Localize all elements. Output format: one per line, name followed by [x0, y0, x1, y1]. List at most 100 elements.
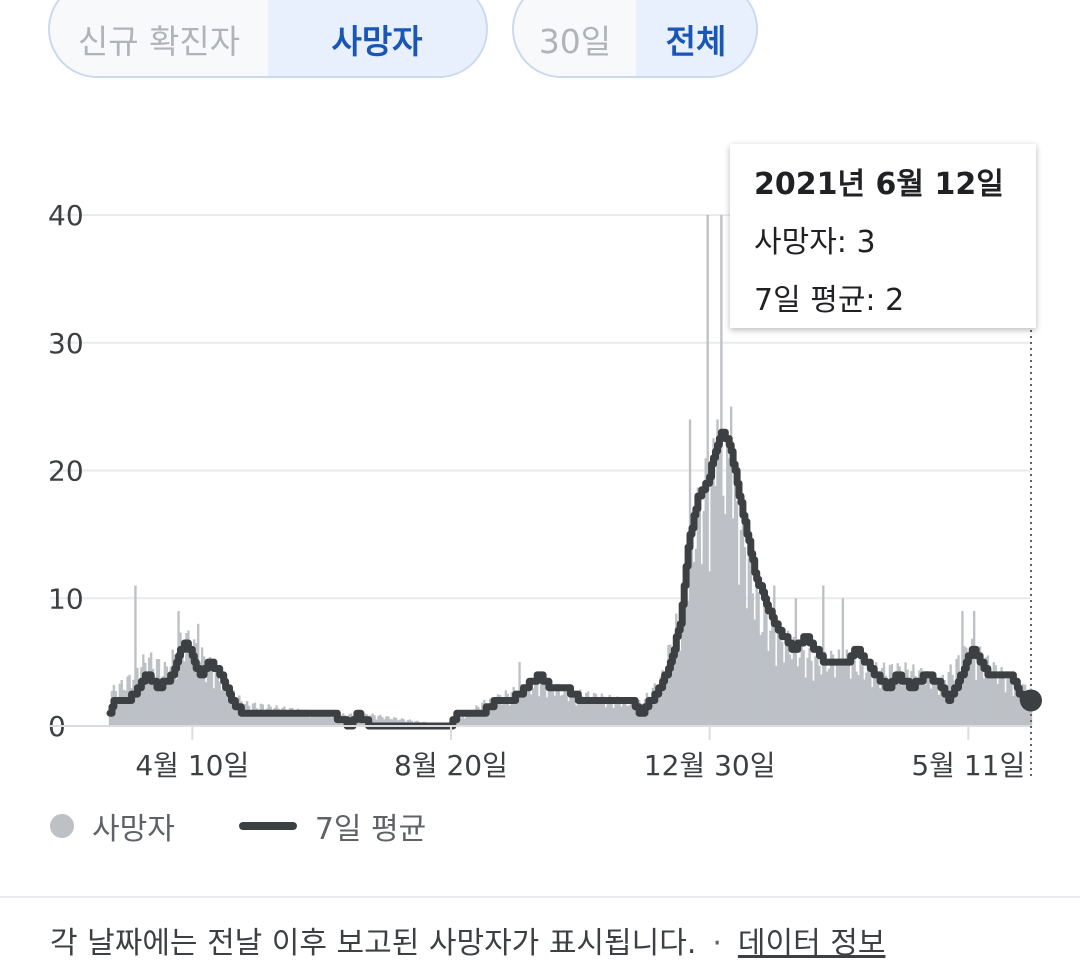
death-bar — [494, 702, 498, 726]
death-bar — [218, 681, 221, 726]
death-bar — [569, 694, 572, 726]
death-bar — [835, 663, 839, 726]
death-bar — [200, 647, 204, 726]
death-bar — [965, 647, 968, 726]
range-30-days-tab[interactable]: 30일 — [538, 22, 612, 61]
death-bar — [498, 695, 502, 726]
death-bar — [910, 670, 913, 726]
death-bar — [298, 709, 302, 726]
death-bar — [463, 718, 466, 726]
death-bar — [510, 692, 513, 726]
death-bar — [1018, 689, 1021, 726]
death-bar — [933, 672, 937, 726]
average-legend-label: 7일 평균 — [314, 812, 427, 847]
death-bar — [526, 682, 529, 726]
death-bar — [596, 703, 600, 726]
death-bar — [169, 666, 172, 726]
death-bar — [506, 693, 509, 726]
death-bar — [1010, 681, 1013, 726]
death-bar — [778, 621, 782, 726]
death-bar — [191, 660, 194, 726]
death-bar — [773, 585, 776, 726]
death-bar — [608, 694, 611, 726]
footer: 각 날짜에는 전날 이후 보고된 사망자가 표시됩니다. · 데이터 정보 — [50, 918, 885, 962]
death-bar — [502, 697, 506, 726]
death-bar — [1006, 678, 1009, 726]
data-info-link[interactable]: 데이터 정보 — [737, 926, 886, 961]
death-bar — [189, 655, 192, 726]
death-bar — [583, 703, 586, 726]
death-bar — [706, 215, 709, 726]
death-bar — [916, 687, 919, 726]
death-bar — [641, 710, 645, 726]
death-bar — [869, 665, 872, 726]
tooltip-date: 2021년 6월 12일 — [754, 167, 1004, 202]
range-all-tab[interactable]: 전체 — [636, 0, 756, 76]
death-bar — [514, 693, 517, 726]
death-bar — [969, 652, 972, 726]
death-bar — [931, 683, 935, 726]
death-bar — [624, 698, 627, 726]
death-bar — [726, 445, 729, 726]
death-bar — [945, 692, 948, 726]
death-bar — [385, 716, 388, 726]
death-bar — [657, 691, 660, 726]
death-bar — [291, 708, 294, 726]
death-bar — [888, 665, 892, 726]
death-bar — [257, 709, 261, 726]
death-bar — [943, 680, 946, 726]
death-bar — [988, 673, 992, 726]
death-bar — [626, 706, 629, 726]
death-bar — [455, 722, 459, 726]
death-bar — [210, 669, 214, 726]
new-cases-tab[interactable]: 신규 확진자 — [77, 22, 241, 61]
death-bar — [737, 584, 741, 726]
death-bar — [994, 665, 997, 726]
death-bar — [151, 668, 155, 726]
death-bar — [671, 668, 674, 726]
death-bar — [1014, 680, 1017, 726]
death-bar — [314, 713, 317, 726]
death-bar — [381, 717, 384, 726]
death-bar — [516, 700, 519, 726]
death-bar — [937, 694, 941, 726]
death-bar — [976, 654, 980, 726]
death-bar — [173, 654, 176, 726]
death-bar — [972, 611, 976, 726]
hover-point — [1020, 689, 1042, 712]
death-bar — [829, 650, 833, 726]
death-bar — [134, 585, 137, 726]
death-bar — [894, 678, 897, 726]
death-bar — [149, 652, 153, 726]
death-bar — [914, 675, 917, 726]
death-bar — [865, 672, 868, 726]
death-bar — [487, 707, 490, 726]
death-bar — [837, 649, 841, 726]
death-bar — [289, 708, 292, 726]
death-bar — [833, 677, 837, 726]
death-bar — [234, 703, 237, 726]
death-bar — [312, 710, 315, 726]
death-bar — [967, 671, 970, 726]
death-bar — [581, 696, 584, 726]
death-bar — [882, 662, 886, 726]
death-bar — [628, 705, 631, 726]
death-bar — [651, 687, 654, 726]
death-bar — [896, 663, 899, 726]
death-bar — [471, 715, 474, 726]
death-bar — [224, 678, 227, 726]
death-bar — [571, 688, 574, 726]
footer-separator: · — [712, 926, 722, 961]
x-tick-label: 5월 11일 — [911, 749, 1025, 782]
death-bar — [890, 664, 894, 726]
death-bar — [782, 662, 786, 726]
average-legend-swatch — [238, 822, 297, 830]
death-bar — [520, 684, 523, 726]
death-bar — [982, 678, 986, 726]
death-bar — [598, 700, 602, 726]
death-bar — [271, 713, 274, 726]
death-bar — [373, 715, 376, 726]
deaths-tab[interactable]: 사망자 — [268, 0, 486, 76]
